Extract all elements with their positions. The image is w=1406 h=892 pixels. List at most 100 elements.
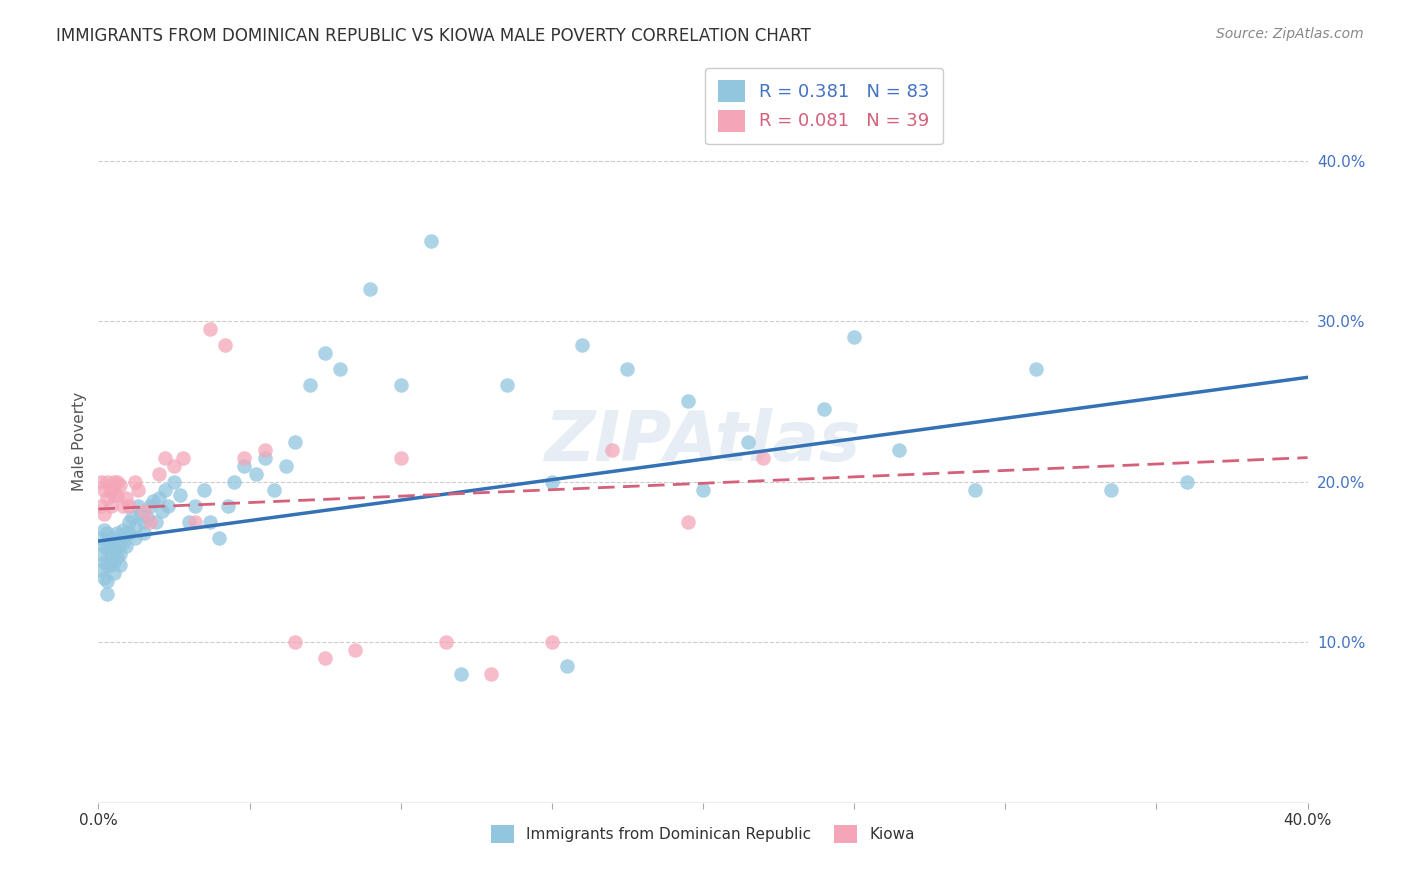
Point: [93, 523, 115, 537]
Point: [118, 515, 141, 529]
Point: [132, 515, 155, 529]
Point: [124, 475, 146, 489]
Point: [263, 483, 285, 497]
Point: [813, 402, 835, 417]
Point: [100, 483, 122, 497]
Point: [420, 234, 443, 248]
Point: [193, 483, 215, 497]
Point: [200, 322, 222, 336]
Point: [450, 667, 472, 681]
Point: [90, 499, 112, 513]
Point: [616, 362, 638, 376]
Point: [103, 555, 125, 569]
Text: IMMIGRANTS FROM DOMINICAN REPUBLIC VS KIOWA MALE POVERTY CORRELATION CHART: IMMIGRANTS FROM DOMINICAN REPUBLIC VS KI…: [56, 27, 811, 45]
Point: [148, 467, 170, 481]
Point: [105, 550, 128, 565]
Point: [232, 450, 254, 465]
Point: [108, 478, 131, 492]
Point: [214, 338, 236, 352]
Point: [676, 515, 699, 529]
Point: [179, 515, 201, 529]
Point: [139, 499, 162, 513]
Point: [108, 534, 131, 549]
Point: [217, 499, 239, 513]
Point: [93, 539, 115, 553]
Point: [245, 467, 267, 481]
Point: [602, 442, 624, 457]
Point: [111, 499, 134, 513]
Point: [129, 507, 152, 521]
Point: [100, 535, 122, 549]
Point: [389, 450, 412, 465]
Point: [224, 475, 246, 489]
Point: [100, 499, 122, 513]
Point: [100, 558, 122, 573]
Point: [93, 555, 115, 569]
Point: [90, 563, 112, 577]
Point: [105, 539, 128, 553]
Point: [121, 510, 143, 524]
Point: [844, 330, 866, 344]
Point: [1099, 483, 1122, 497]
Point: [103, 566, 125, 581]
Point: [692, 483, 714, 497]
Point: [96, 475, 118, 489]
Point: [208, 531, 231, 545]
Point: [105, 526, 128, 541]
Y-axis label: Male Poverty: Male Poverty: [72, 392, 87, 491]
Point: [139, 515, 162, 529]
Point: [360, 282, 382, 296]
Point: [132, 503, 155, 517]
Point: [200, 515, 222, 529]
Point: [153, 483, 176, 497]
Point: [105, 475, 128, 489]
Point: [156, 499, 179, 513]
Point: [965, 483, 987, 497]
Point: [676, 394, 699, 409]
Point: [184, 499, 207, 513]
Point: [752, 450, 775, 465]
Point: [540, 475, 562, 489]
Point: [114, 539, 136, 553]
Point: [434, 635, 457, 649]
Point: [163, 458, 186, 473]
Point: [495, 378, 517, 392]
Point: [103, 487, 125, 501]
Point: [314, 346, 336, 360]
Point: [96, 542, 118, 557]
Point: [142, 494, 165, 508]
Text: ZIPAtlas: ZIPAtlas: [546, 408, 860, 475]
Point: [555, 659, 578, 673]
Point: [1175, 475, 1198, 489]
Point: [103, 531, 125, 545]
Point: [103, 542, 125, 557]
Point: [389, 378, 412, 392]
Point: [1024, 362, 1046, 376]
Point: [127, 483, 149, 497]
Point: [111, 523, 134, 537]
Point: [118, 499, 141, 513]
Legend: Immigrants from Dominican Republic, Kiowa: Immigrants from Dominican Republic, Kiow…: [485, 819, 921, 849]
Point: [329, 362, 352, 376]
Point: [284, 434, 307, 449]
Point: [737, 434, 759, 449]
Point: [184, 515, 207, 529]
Point: [299, 378, 322, 392]
Point: [93, 507, 115, 521]
Point: [132, 526, 155, 541]
Point: [127, 499, 149, 513]
Point: [108, 547, 131, 561]
Point: [93, 571, 115, 585]
Text: Source: ZipAtlas.com: Source: ZipAtlas.com: [1216, 27, 1364, 41]
Point: [118, 526, 141, 541]
Point: [571, 338, 593, 352]
Point: [253, 450, 276, 465]
Point: [232, 458, 254, 473]
Point: [344, 643, 367, 657]
Point: [93, 483, 115, 497]
Point: [90, 475, 112, 489]
Point: [114, 526, 136, 541]
Point: [96, 491, 118, 505]
Point: [103, 475, 125, 489]
Point: [274, 458, 297, 473]
